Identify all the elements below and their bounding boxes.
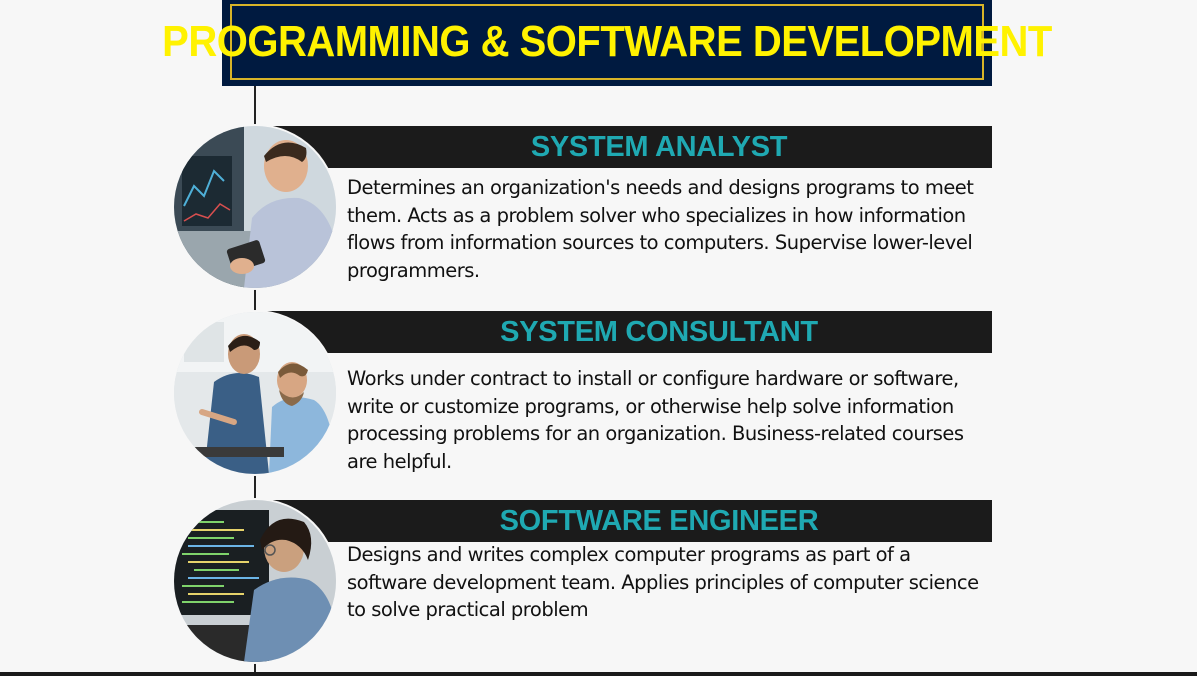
card-description: Designs and writes complex computer prog…	[347, 543, 979, 621]
card-heading: SOFTWARE ENGINEER	[499, 504, 819, 537]
card-heading: SYSTEM ANALYST	[530, 130, 788, 163]
programmer-at-monitor-photo	[174, 500, 336, 662]
man-using-tablet-illustration	[174, 126, 336, 288]
title-frame: PROGRAMMING & SOFTWARE DEVELOPMENT	[162, 4, 1052, 80]
page-title: PROGRAMMING & SOFTWARE DEVELOPMENT	[162, 17, 1052, 66]
card-heading: SYSTEM CONSULTANT	[500, 315, 818, 348]
card-description: Works under contract to install or confi…	[347, 367, 964, 473]
programmer-at-monitor-illustration	[174, 500, 336, 662]
two-men-at-computer-illustration	[174, 312, 336, 474]
card-description: Determines an organization's needs and d…	[347, 176, 974, 282]
title-banner: PROGRAMMING & SOFTWARE DEVELOPMENT	[162, 0, 1052, 86]
two-men-at-computer-photo	[174, 312, 336, 474]
bottom-border	[0, 672, 1197, 676]
man-using-tablet-photo	[174, 126, 336, 288]
card-header: SYSTEM ANALYST	[256, 126, 992, 168]
card-header: SOFTWARE ENGINEER	[256, 500, 992, 542]
card-header: SYSTEM CONSULTANT	[256, 311, 992, 353]
